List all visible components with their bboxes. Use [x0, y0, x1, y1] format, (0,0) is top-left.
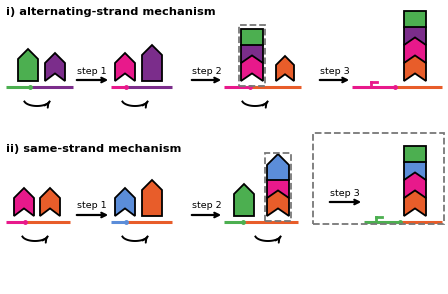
Polygon shape — [234, 184, 254, 216]
Text: step 3: step 3 — [320, 66, 350, 76]
Polygon shape — [404, 52, 426, 81]
Bar — [239, 25, 265, 86]
Polygon shape — [267, 169, 289, 198]
Text: ii) same-strand mechanism: ii) same-strand mechanism — [6, 144, 181, 154]
Text: step 1: step 1 — [77, 201, 107, 211]
Polygon shape — [267, 154, 289, 180]
Polygon shape — [404, 16, 426, 45]
Polygon shape — [142, 180, 162, 216]
Polygon shape — [14, 188, 34, 216]
Polygon shape — [115, 188, 135, 216]
Text: step 3: step 3 — [330, 190, 360, 198]
Polygon shape — [404, 169, 426, 198]
Bar — [265, 153, 291, 221]
Text: step 1: step 1 — [77, 66, 107, 76]
Polygon shape — [18, 49, 38, 81]
Polygon shape — [241, 52, 263, 81]
Polygon shape — [404, 146, 426, 162]
Polygon shape — [115, 53, 135, 81]
Polygon shape — [276, 56, 294, 81]
Polygon shape — [267, 187, 289, 216]
Text: step 2: step 2 — [192, 66, 222, 76]
Polygon shape — [40, 188, 60, 216]
Polygon shape — [241, 29, 263, 45]
Text: step 2: step 2 — [192, 201, 222, 211]
Polygon shape — [404, 11, 426, 27]
Polygon shape — [45, 53, 65, 81]
Bar — [313, 133, 444, 224]
Polygon shape — [241, 34, 263, 63]
Polygon shape — [404, 187, 426, 216]
Polygon shape — [404, 151, 426, 180]
Text: i) alternating-strand mechanism: i) alternating-strand mechanism — [6, 7, 215, 17]
Polygon shape — [142, 45, 162, 81]
Polygon shape — [404, 34, 426, 63]
